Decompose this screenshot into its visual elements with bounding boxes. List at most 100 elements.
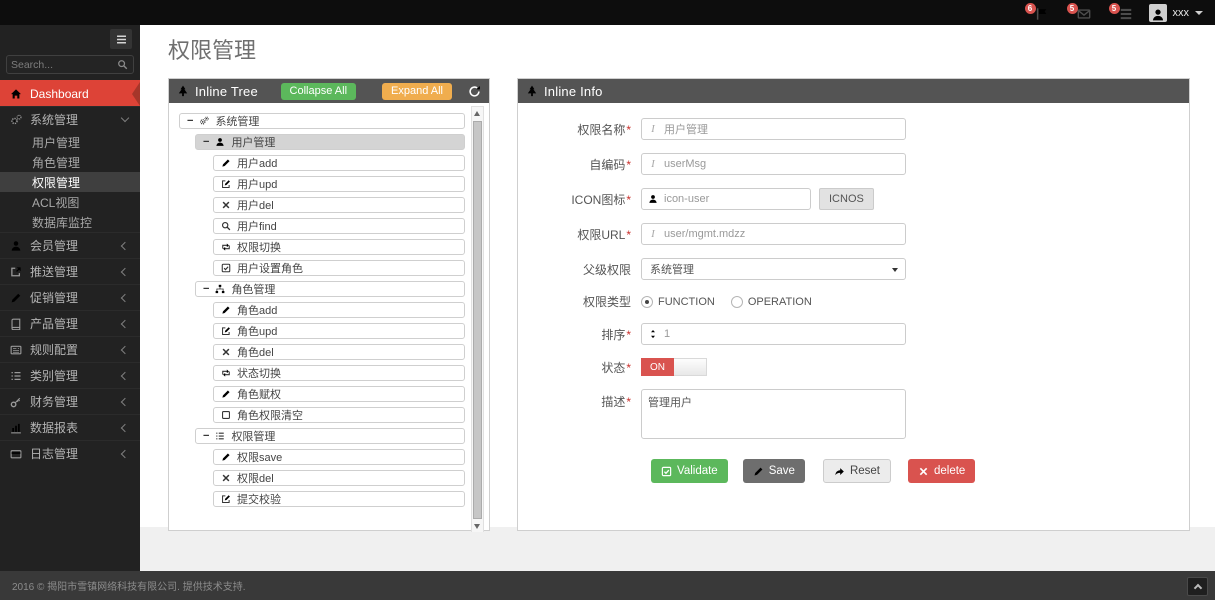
tree-row[interactable]: 权限del [213,470,465,486]
collapse-toggle[interactable]: − [203,429,210,442]
reset-button[interactable]: Reset [822,459,891,483]
tree-row[interactable]: 角色赋权 [213,386,465,402]
sort-field [641,323,906,345]
subitem-label: 用户管理 [32,135,81,150]
perm-name-input[interactable] [664,123,905,135]
parent-permission-select[interactable]: 系统管理 [641,258,906,280]
tree-row[interactable]: 角色add [213,302,465,318]
italic-icon: I [651,123,655,135]
collapse-toggle[interactable]: − [203,135,210,148]
tree-row[interactable]: − 权限管理 [195,428,465,444]
notification-badge: 5 [1108,2,1120,14]
url-input[interactable] [664,228,905,240]
sidebar-item-rules[interactable]: 规则配置 [0,336,140,362]
radio-operation[interactable]: OPERATION [730,295,812,308]
user-menu[interactable]: xxx [1148,3,1203,22]
form-actions: Validate Save Reset delete [651,459,1189,483]
chevron-left-icon [120,345,130,354]
search-input[interactable] [7,58,117,71]
sidebar-subitem-users[interactable]: 用户管理 [0,132,140,152]
tree-row[interactable]: − 角色管理 [195,281,465,297]
sidebar-subitem-acl[interactable]: ACL视图 [0,192,140,212]
notifications-tasks-menu[interactable]: 5 [1108,2,1133,22]
scroll-up-arrow[interactable] [474,111,480,116]
tree-row[interactable]: 权限切换 [213,239,465,255]
copyright-text: 2016 © 揭阳市雪镇网络科技有限公司. 提供技术支持. [12,582,246,593]
sidebar-item-promotion[interactable]: 促销管理 [0,284,140,310]
sidebar-item-products[interactable]: 产品管理 [0,310,140,336]
scroll-to-top-button[interactable] [1187,577,1208,596]
sidebar-item-label: 促销管理 [30,291,79,305]
panel-title: Inline Info [544,83,603,99]
collapse-all-button[interactable]: Collapse All [280,82,357,100]
tree-row[interactable]: 角色权限清空 [213,407,465,423]
field-label: 自编码* [589,157,631,172]
sidebar-item-reports[interactable]: 数据报表 [0,414,140,440]
scrollbar-thumb[interactable] [473,121,482,519]
chevron-down-icon [1195,10,1203,15]
chevron-left-icon [120,397,130,406]
tree-row-label: 用户del [237,200,274,212]
tree-row[interactable]: 提交校验 [213,491,465,507]
expand-all-button[interactable]: Expand All [382,82,452,100]
sidebar-item-push[interactable]: 推送管理 [0,258,140,284]
field-label: 排序* [601,327,631,342]
tree-row-label: 用户设置角色 [237,263,303,275]
validate-button[interactable]: Validate [651,459,728,483]
chevron-left-icon [120,371,130,380]
sort-input[interactable] [664,328,905,340]
tree-row[interactable]: 权限save [213,449,465,465]
inline-tree-panel: Inline Tree Collapse All Expand All − 系统… [168,78,490,532]
save-button[interactable]: Save [742,459,805,483]
subitem-label: 角色管理 [32,155,81,170]
collapse-toggle[interactable]: − [187,114,194,127]
scroll-down-arrow[interactable] [474,524,480,529]
tree-row[interactable]: 状态切换 [213,365,465,381]
search-icon[interactable] [117,59,128,70]
delete-button[interactable]: delete [907,459,976,483]
tree-row-selected[interactable]: − 用户管理 [195,134,465,150]
notifications-flag-menu[interactable]: 6 [1024,2,1049,22]
page-title: 权限管理 [168,38,257,63]
radio-function[interactable]: FUNCTION [641,295,715,308]
notifications-messages-menu[interactable]: 5 [1066,2,1091,22]
tree-row[interactable]: 用户设置角色 [213,260,465,276]
select-value: 系统管理 [650,264,694,276]
tree-scrollbar[interactable] [471,106,484,532]
sidebar-item-members[interactable]: 会员管理 [0,232,140,258]
tree-row-label: 角色赋权 [237,389,281,401]
sidebar-item-label: Dashboard [30,86,89,101]
book-icon [10,318,22,330]
tree-row[interactable]: − 系统管理 [179,113,465,129]
tree-row[interactable]: 角色upd [213,323,465,339]
inline-tree-header: Inline Tree Collapse All Expand All [169,79,489,103]
refresh-icon[interactable] [468,85,481,98]
collapse-toggle[interactable]: − [203,282,210,295]
field-label: 权限URL* [577,227,631,242]
tree-row-label: 角色upd [237,326,278,338]
inline-info-panel: Inline Info 权限名称* I 自编码* I [517,78,1190,531]
sidebar-item-categories[interactable]: 类别管理 [0,362,140,388]
sidebar-subitem-roles[interactable]: 角色管理 [0,152,140,172]
sidebar-subitem-db-monitor[interactable]: 数据库监控 [0,212,140,232]
topbar: 6 5 5 xxx [0,0,1215,25]
sidebar-item-dashboard[interactable]: Dashboard [0,80,140,106]
tree-row[interactable]: 角色del [213,344,465,360]
code-input[interactable] [664,158,905,170]
pencil-icon [221,158,231,168]
icon-input[interactable] [664,193,810,205]
icon-field [641,188,811,210]
icnos-button[interactable]: ICNOS [819,188,874,210]
sidebar-toggle-button[interactable] [110,29,132,49]
tree-row[interactable]: 用户add [213,155,465,171]
sidebar-item-system[interactable]: 系统管理 [0,106,140,132]
status-toggle[interactable]: ON [641,358,707,376]
tree-row[interactable]: 用户del [213,197,465,213]
sidebar-item-logs[interactable]: 日志管理 [0,440,140,466]
tree-row[interactable]: 用户upd [213,176,465,192]
tree-row[interactable]: 用户find [213,218,465,234]
sidebar-item-finance[interactable]: 财务管理 [0,388,140,414]
sidebar-subitem-permissions[interactable]: 权限管理 [0,172,140,192]
description-textarea[interactable]: 管理用户 [641,389,906,439]
x-icon [221,200,231,210]
